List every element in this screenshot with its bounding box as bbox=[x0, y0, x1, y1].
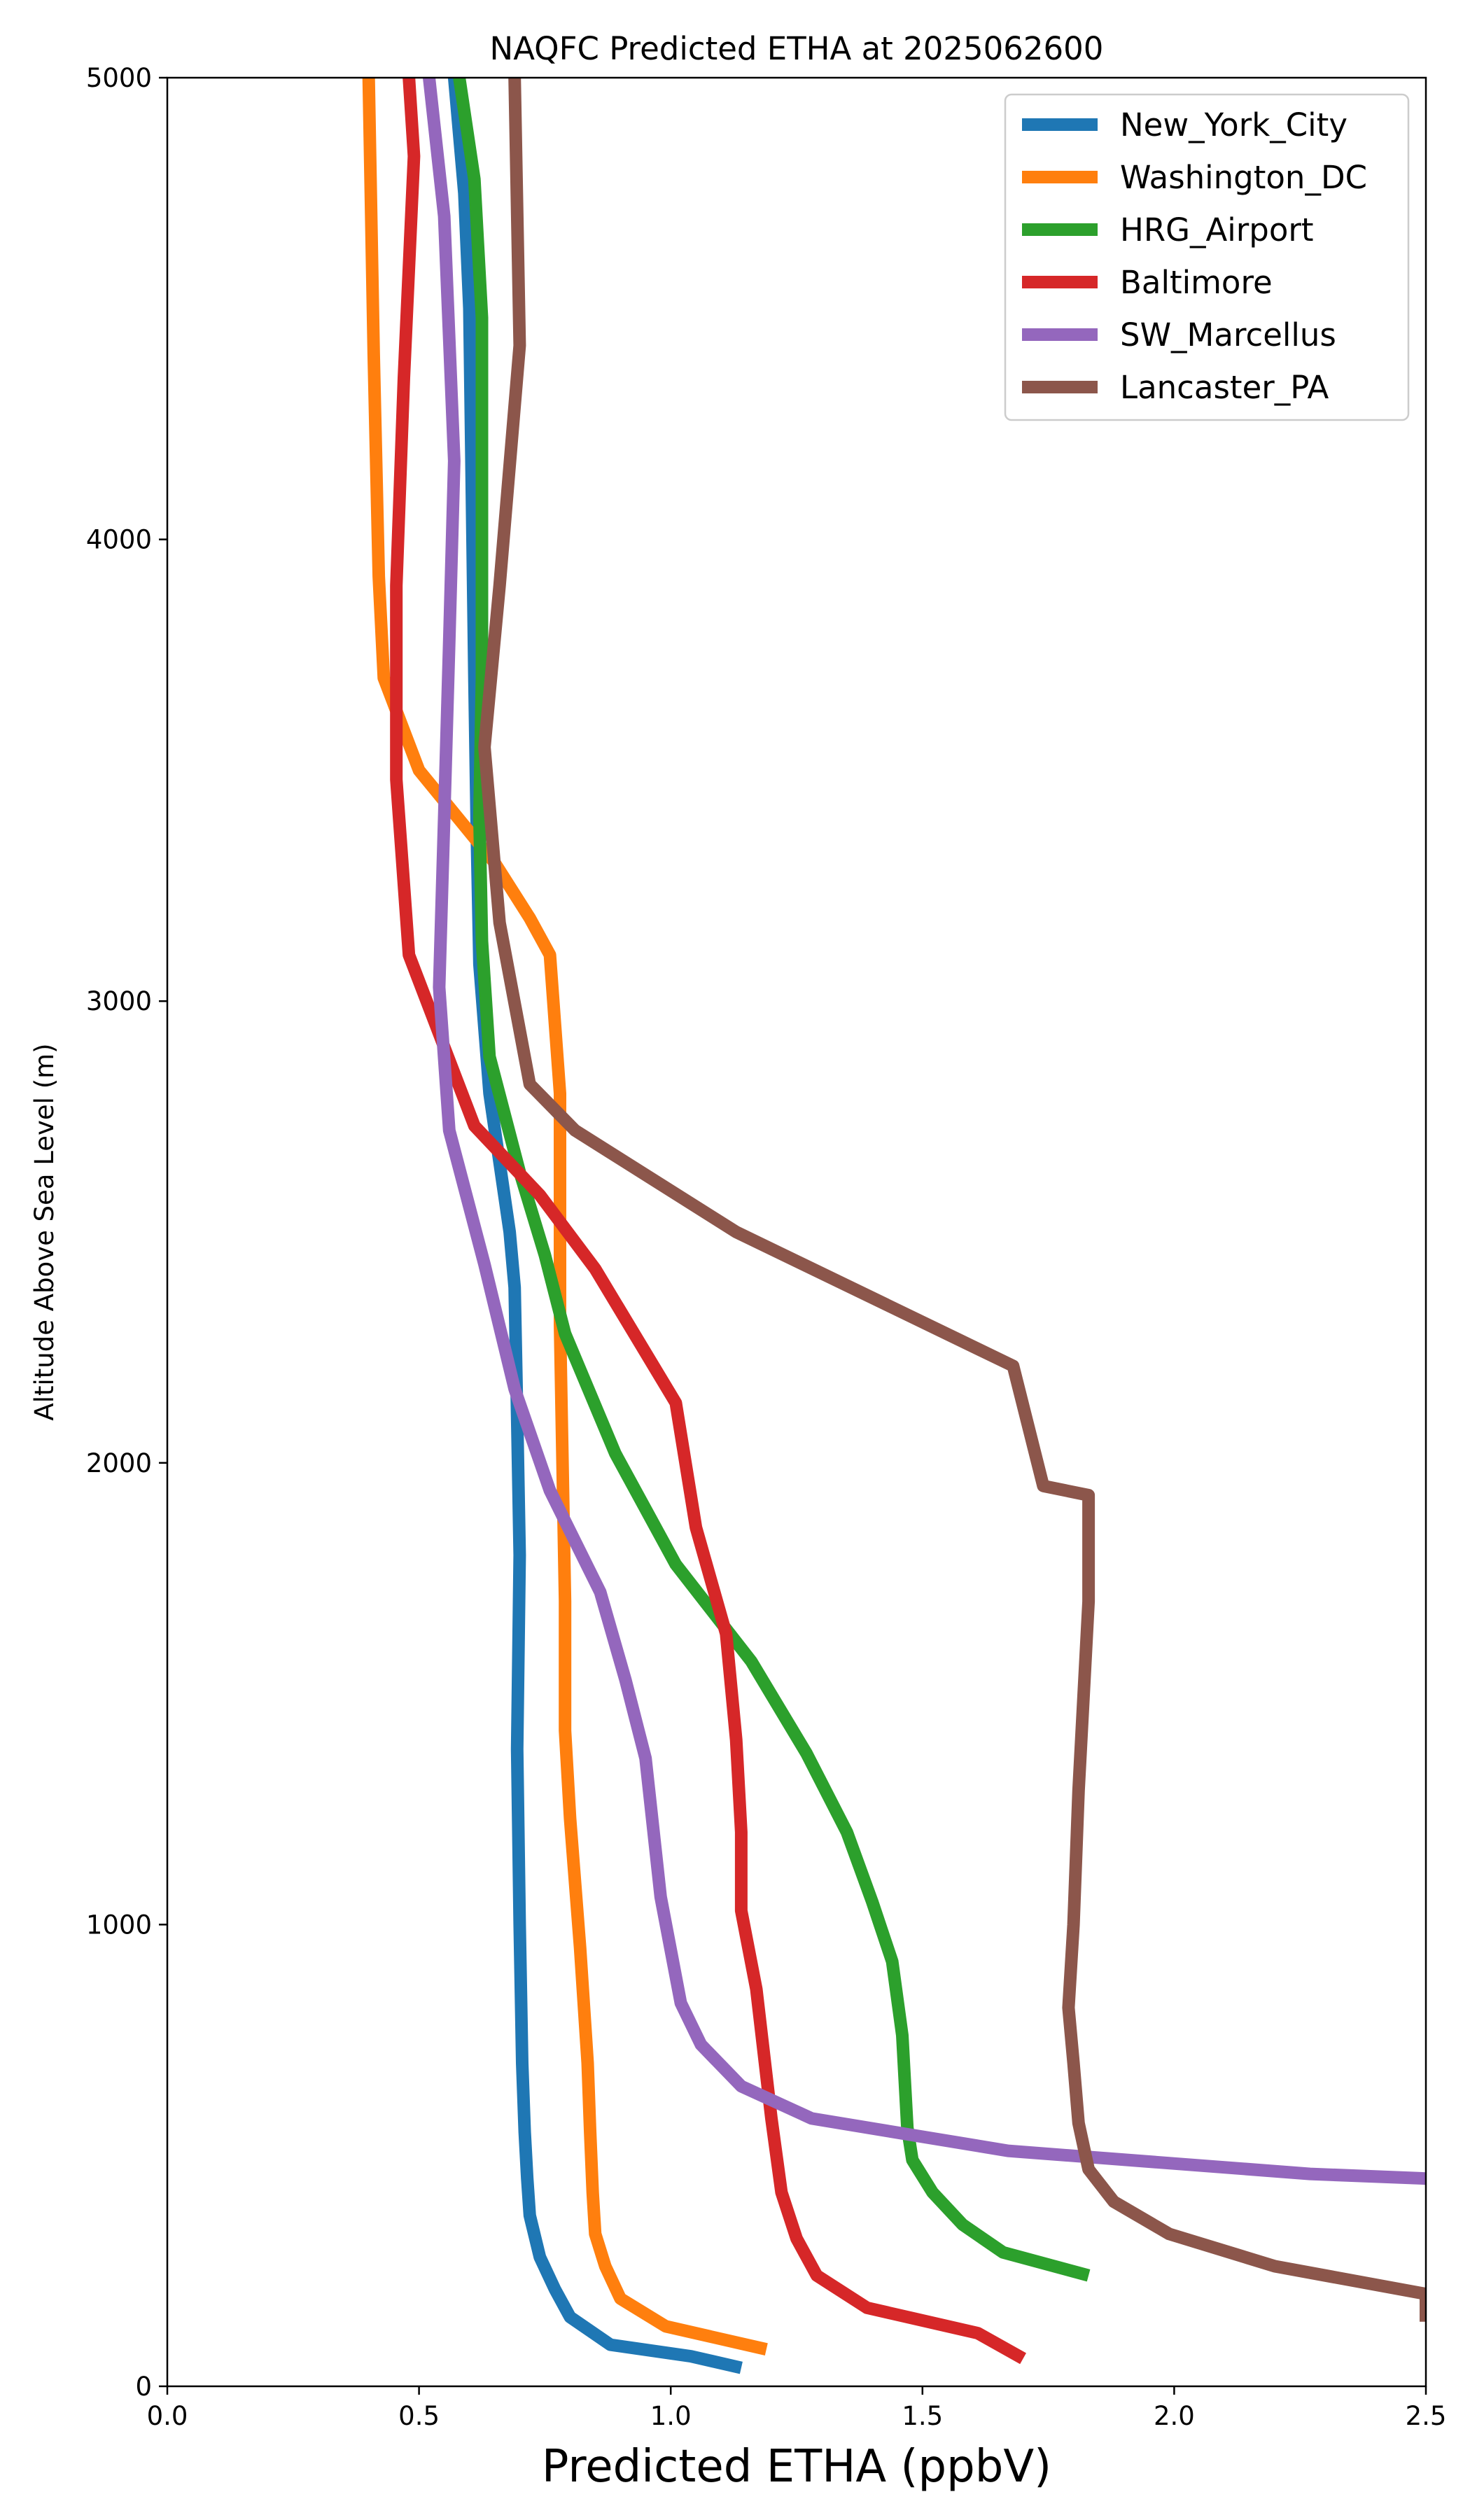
axes-frame bbox=[166, 76, 1427, 2388]
x-tick-label: 0.0 bbox=[147, 2401, 188, 2431]
plot-area: 0.0 0.5 1.0 1.5 2.0 2.5 0 1000 2000 3000 4000 5000 bbox=[86, 63, 1447, 2431]
y-tick-label: 4000 bbox=[86, 525, 152, 555]
x-tick-label: 2.5 bbox=[1406, 2401, 1447, 2431]
series-line-new-york-city bbox=[447, 78, 743, 2374]
x-tick-label: 0.5 bbox=[398, 2401, 440, 2431]
series-line-hrg-airport bbox=[453, 78, 1091, 2282]
legend-items: New_York_City Washington_DC HRG_Airport Bal… bbox=[1022, 106, 1367, 406]
x-axis-ticks: 0.0 0.5 1.0 1.5 2.0 2.5 bbox=[147, 2386, 1447, 2431]
y-tick-label: 5000 bbox=[86, 63, 152, 93]
legend-label-washington-dc: Washington_DC bbox=[1120, 159, 1367, 196]
x-axis-label: Predicted ETHA (ppbV) bbox=[542, 2441, 1051, 2493]
y-axis-label: Altitude Above Sea Level (m) bbox=[29, 1043, 59, 1420]
series-line-baltimore bbox=[390, 78, 1027, 2365]
x-tick-label: 2.0 bbox=[1154, 2401, 1195, 2431]
chart-title: NAQFC Predicted ETHA at 2025062600 bbox=[490, 30, 1104, 67]
series-layer bbox=[362, 78, 1426, 2374]
y-tick-label: 1000 bbox=[86, 1910, 152, 1940]
legend-label-new-york-city: New_York_City bbox=[1120, 106, 1348, 144]
legend-label-lancaster-pa: Lancaster_PA bbox=[1120, 369, 1329, 406]
series-line-sw-marcellus bbox=[423, 78, 1426, 2185]
x-tick-label: 1.5 bbox=[902, 2401, 943, 2431]
y-tick-label: 0 bbox=[135, 2372, 152, 2402]
series-line-lancaster-pa bbox=[478, 78, 1426, 2322]
legend-label-sw-marcellus: SW_Marcellus bbox=[1120, 316, 1336, 354]
legend-box bbox=[1004, 93, 1410, 421]
legend-label-baltimore: Baltimore bbox=[1120, 264, 1273, 301]
legend: New_York_City Washington_DC HRG_Airport Bal… bbox=[1004, 93, 1410, 421]
y-tick-label: 2000 bbox=[86, 1448, 152, 1478]
x-tick-label: 1.0 bbox=[650, 2401, 692, 2431]
y-tick-label: 3000 bbox=[86, 986, 152, 1016]
legend-label-hrg-airport: HRG_Airport bbox=[1120, 211, 1314, 248]
y-axis-ticks: 0 1000 2000 3000 4000 5000 bbox=[86, 63, 167, 2402]
